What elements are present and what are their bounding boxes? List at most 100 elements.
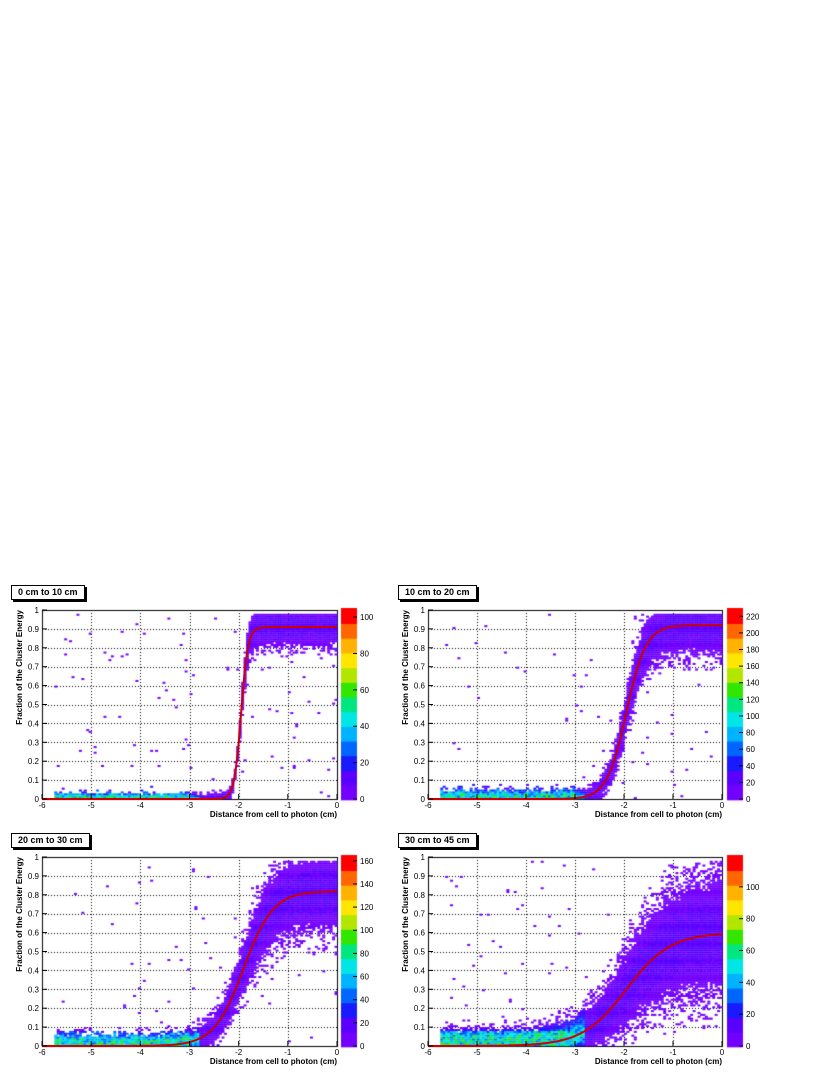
y-tick-label: 0.4 <box>28 966 40 975</box>
y-tick-label: 0.2 <box>414 1004 426 1013</box>
x-axis-label: Distance from cell to photon (cm) <box>210 810 337 819</box>
y-axis-label: Fraction of the Cluster Energy <box>401 856 410 971</box>
y-tick-label: 1 <box>35 853 40 862</box>
y-tick-label: 0.5 <box>28 948 40 957</box>
x-tick-label: -3 <box>186 801 194 810</box>
colorbar-tick-label: 40 <box>746 762 755 771</box>
x-axis-label: Distance from cell to photon (cm) <box>595 1057 722 1066</box>
y-tick-label: 0.7 <box>414 910 426 919</box>
y-tick-label: 0.2 <box>414 757 426 766</box>
colorbar-tick-label: 60 <box>360 973 369 982</box>
x-tick-label: 0 <box>720 1048 725 1057</box>
y-tick-label: 0.8 <box>28 891 40 900</box>
x-tick-label: 0 <box>720 801 725 810</box>
x-tick-label: -1 <box>669 1048 677 1057</box>
x-tick-label: -4 <box>137 801 145 810</box>
colorbar-tick-label: 100 <box>360 613 374 622</box>
colorbar-tick-label: 140 <box>746 679 760 688</box>
x-tick-label: -1 <box>284 1048 292 1057</box>
y-tick-label: 0.4 <box>414 719 426 728</box>
y-tick-label: 0.5 <box>414 701 426 710</box>
colorbar-tick-label: 220 <box>746 612 760 621</box>
colorbar-tick-label: 80 <box>360 949 369 958</box>
y-tick-label: 0.7 <box>28 910 40 919</box>
x-tick-label: -4 <box>522 801 530 810</box>
colorbar-tick-label: 120 <box>360 903 374 912</box>
colorbar-tick-label: 160 <box>360 857 374 866</box>
x-tick-label: -6 <box>38 1048 46 1057</box>
x-tick-label: -5 <box>473 801 481 810</box>
x-tick-label: -5 <box>88 801 96 810</box>
colorbar-tick-label: 120 <box>746 695 760 704</box>
y-tick-label: 0.9 <box>414 625 426 634</box>
x-tick-label: -4 <box>137 1048 145 1057</box>
y-tick-label: 0.9 <box>414 872 426 881</box>
panel-3-title: 20 cm to 30 cm <box>11 833 90 848</box>
y-tick-label: 0.9 <box>28 625 40 634</box>
x-tick-label: -1 <box>284 801 292 810</box>
y-tick-label: 0 <box>35 795 40 804</box>
panel-4-title: 30 cm to 45 cm <box>398 833 477 848</box>
x-axis-label: Distance from cell to photon (cm) <box>595 810 722 819</box>
colorbar-tick-label: 60 <box>746 947 755 956</box>
x-tick-label: -2 <box>620 801 628 810</box>
y-tick-label: 0.4 <box>28 719 40 728</box>
x-tick-label: 0 <box>335 801 340 810</box>
y-tick-label: 0 <box>421 795 426 804</box>
x-tick-label: -2 <box>235 1048 243 1057</box>
colorbar-tick-label: 40 <box>360 996 369 1005</box>
y-tick-label: 0.1 <box>414 1023 426 1032</box>
colorbar-tick-label: 0 <box>360 1042 365 1051</box>
colorbar-tick-label: 40 <box>360 722 369 731</box>
y-tick-label: 0.6 <box>28 929 40 938</box>
colorbar-tick-label: 100 <box>746 883 760 892</box>
colorbar-tick-label: 0 <box>746 795 751 804</box>
x-tick-label: -5 <box>473 1048 481 1057</box>
x-tick-label: 0 <box>335 1048 340 1057</box>
y-tick-label: 0.6 <box>28 682 40 691</box>
colorbar-tick-label: 100 <box>746 712 760 721</box>
x-tick-label: -3 <box>571 801 579 810</box>
colorbar-tick-label: 80 <box>746 915 755 924</box>
y-tick-label: 1 <box>421 853 426 862</box>
fit-curve-4 <box>428 933 722 1047</box>
x-tick-label: -5 <box>88 1048 96 1057</box>
y-tick-label: 0.2 <box>28 1004 40 1013</box>
colorbar-tick-label: 20 <box>746 778 755 787</box>
y-axis-label: Fraction of the Cluster Energy <box>15 609 24 724</box>
x-tick-label: -3 <box>186 1048 194 1057</box>
colorbar-tick-label: 60 <box>360 686 369 695</box>
x-tick-label: -2 <box>235 801 243 810</box>
y-tick-label: 0.8 <box>28 644 40 653</box>
colorbar-tick-label: 20 <box>360 1019 369 1028</box>
y-tick-label: 1 <box>35 606 40 615</box>
x-axis-label: Distance from cell to photon (cm) <box>210 1057 337 1066</box>
colorbar-tick-label: 20 <box>746 1010 755 1019</box>
colorbar-tick-label: 200 <box>746 629 760 638</box>
colorbar-tick-label: 80 <box>746 729 755 738</box>
colorbar-tick-label: 140 <box>360 880 374 889</box>
y-tick-label: 0.8 <box>414 891 426 900</box>
panel-1-title: 0 cm to 10 cm <box>11 585 85 600</box>
colorbar-tick-label: 100 <box>360 926 374 935</box>
y-axis-label: Fraction of the Cluster Energy <box>15 856 24 971</box>
y-tick-label: 0.4 <box>414 966 426 975</box>
y-tick-label: 0 <box>35 1042 40 1051</box>
x-tick-label: -6 <box>38 801 46 810</box>
y-tick-label: 0.2 <box>28 757 40 766</box>
y-tick-label: 0.7 <box>28 663 40 672</box>
y-tick-label: 0.6 <box>414 929 426 938</box>
y-tick-label: 0 <box>421 1042 426 1051</box>
colorbar-tick-label: 60 <box>746 745 755 754</box>
y-tick-label: 0.3 <box>414 985 426 994</box>
colorbar-tick-label: 80 <box>360 649 369 658</box>
y-tick-label: 0.3 <box>28 738 40 747</box>
x-tick-label: -6 <box>424 801 432 810</box>
fit-curve-1 <box>42 626 337 800</box>
fit-curve-2 <box>428 624 722 800</box>
colorbar-tick-label: 180 <box>746 646 760 655</box>
y-tick-label: 0.8 <box>414 644 426 653</box>
y-tick-label: 0.5 <box>28 701 40 710</box>
y-tick-label: 0.9 <box>28 872 40 881</box>
